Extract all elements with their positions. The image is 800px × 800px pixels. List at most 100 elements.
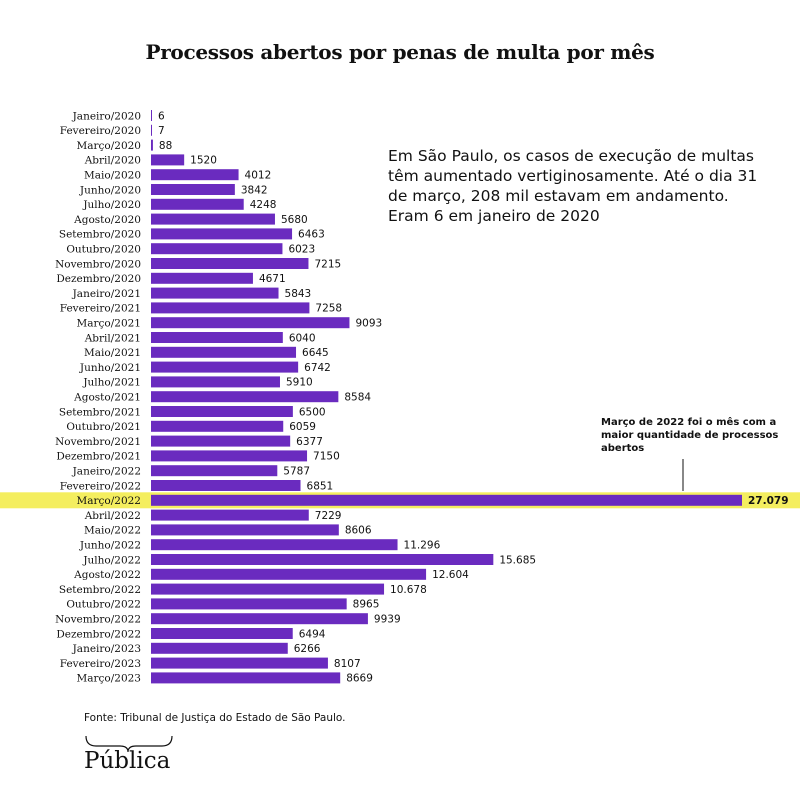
value-label: 8606 [345,525,372,537]
value-label: 4248 [250,199,277,211]
value-label: 9939 [374,614,401,626]
category-label: Agosto/2021 [73,392,141,404]
value-label: 6 [158,110,165,122]
category-label: Janeiro/2022 [72,466,141,478]
value-label: 6377 [296,436,323,448]
bar [151,391,339,403]
category-label: Outubro/2021 [66,421,141,433]
bar [151,184,235,195]
bar [151,642,288,654]
category-label: Fevereiro/2022 [60,480,141,492]
category-label: Janeiro/2021 [72,288,141,300]
category-label: Janeiro/2020 [72,110,141,122]
category-label: Junho/2020 [79,184,141,196]
bar [151,598,347,610]
category-label: Outubro/2020 [66,244,141,256]
value-label: 6645 [302,347,329,359]
category-label: Março/2022 [77,495,142,507]
value-label: 9093 [355,318,382,330]
value-label: 11.296 [404,540,441,552]
value-label: 8584 [344,392,371,404]
bar [151,213,275,225]
bar [151,346,297,358]
value-label: 8965 [353,599,380,611]
category-label: Novembro/2020 [55,258,141,270]
value-label: 7229 [315,510,342,522]
value-label: 4012 [245,170,272,182]
bar [151,198,244,210]
category-label: Fevereiro/2021 [60,303,141,315]
value-label: 5787 [283,466,310,478]
category-label: Janeiro/2023 [72,643,141,655]
bar [151,613,368,625]
value-label: 1520 [190,155,217,167]
publica-logo [85,735,173,753]
category-label: Novembro/2022 [55,614,141,626]
bar [151,450,308,462]
bar [151,509,309,521]
value-label: 15.685 [499,554,536,566]
bar [151,465,278,477]
bar [151,110,152,121]
bar [151,539,398,551]
value-label: 6494 [299,628,326,640]
value-label: 6500 [299,406,326,418]
category-label: Maio/2021 [84,347,141,359]
category-label: Fevereiro/2020 [60,125,141,137]
bar [151,524,339,536]
category-label: Abril/2021 [84,332,141,344]
bar [151,672,341,684]
chart-title: Processos abertos por penas de multa por… [145,40,655,64]
value-label: 6463 [298,229,325,241]
value-label: 6040 [289,332,316,344]
category-label: Maio/2020 [84,170,141,182]
value-label: 6851 [307,480,334,492]
bar [151,169,239,181]
bar [151,361,299,373]
category-label: Julho/2022 [82,554,141,566]
value-label: 10.678 [390,584,427,596]
value-label: 6059 [289,421,316,433]
category-label: Julho/2020 [82,199,141,211]
value-label: 7150 [313,451,340,463]
value-label: 5843 [285,288,312,300]
category-label: Outubro/2022 [66,599,141,611]
bar [151,657,328,669]
category-label: Agosto/2020 [73,214,141,226]
logo-text: Pública [84,748,171,774]
category-label: Abril/2022 [84,510,141,522]
value-label: 12.604 [432,569,469,581]
category-label: Setembro/2021 [59,406,141,418]
bar [151,628,293,639]
category-label: Março/2020 [77,140,142,152]
bar [151,406,293,417]
value-label: 3842 [241,184,268,196]
category-label: Agosto/2022 [73,569,141,581]
bar [151,568,427,580]
value-label: 5910 [286,377,313,389]
value-label: 8107 [334,658,361,670]
callout-text: Março de 2022 foi o mês com a maior quan… [601,417,779,454]
value-label: 7258 [315,303,342,315]
category-label: Março/2021 [77,318,142,330]
source-note: Fonte: Tribunal de Justiça do Estado de … [84,712,346,724]
category-label: Fevereiro/2023 [60,658,141,670]
bar [151,317,350,329]
bar [151,124,152,136]
value-label: 6742 [304,362,331,374]
category-label: Julho/2021 [82,377,141,389]
value-label: 4671 [259,273,286,285]
category-label: Junho/2021 [79,362,141,374]
category-label: Novembro/2021 [55,436,141,448]
value-label: 6023 [288,244,315,256]
value-label: 27.079 [748,495,789,507]
bar [151,258,309,269]
bar [151,302,310,314]
bar [151,583,385,595]
category-label: Junho/2022 [79,540,141,552]
value-label: 5680 [281,214,308,226]
category-label: Dezembro/2022 [56,628,141,640]
bar [151,420,284,432]
bar [151,243,283,255]
